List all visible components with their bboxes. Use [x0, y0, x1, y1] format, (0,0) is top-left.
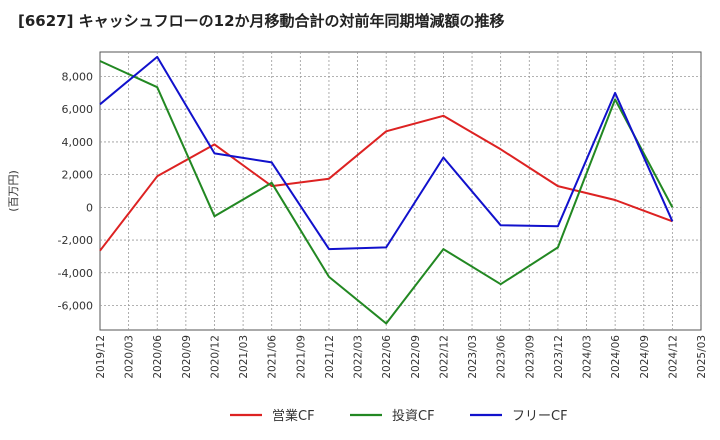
y-tick-label: -6,000: [58, 299, 93, 312]
x-tick-label: 2020/06: [152, 335, 164, 379]
series-line-投資CF: [99, 60, 674, 325]
y-tick-label: -4,000: [58, 267, 93, 280]
chart-title: [6627] キャッシュフローの12か月移動合計の対前年同期増減額の推移: [18, 12, 505, 30]
x-tick-label: 2023/09: [524, 335, 536, 379]
legend-label: 投資CF: [392, 408, 435, 424]
legend-label: フリーCF: [512, 409, 568, 424]
x-tick-label: 2024/09: [639, 335, 651, 379]
legend-label: 営業CF: [272, 408, 315, 424]
x-tick-label: 2021/03: [238, 335, 250, 379]
series-line-フリーCF: [99, 55, 674, 251]
x-tick-label: 2023/06: [496, 335, 508, 379]
x-tick-label: 2022/12: [438, 335, 450, 379]
y-tick-label: 4,000: [62, 136, 94, 149]
y-axis-label: (百万円): [7, 170, 20, 212]
x-tick-label: 2021/06: [267, 335, 279, 379]
x-tick-label: 2025/03: [696, 335, 708, 379]
x-tick-label: 2020/09: [181, 335, 193, 379]
x-tick-label: 2021/12: [324, 335, 336, 379]
y-tick-label: 8,000: [62, 71, 94, 84]
x-tick-label: 2023/12: [553, 335, 565, 379]
y-tick-label: -2,000: [58, 234, 93, 247]
grid-lines: [100, 52, 701, 330]
y-tick-label: 6,000: [62, 103, 94, 116]
x-tick-label: 2020/03: [124, 335, 136, 379]
y-axis-ticks: 8,000 6,000 4,000 2,000 0 -2,000 -4,000 -6,000: [58, 71, 93, 313]
x-tick-label: 2022/06: [381, 335, 393, 379]
legend: 営業CF 投資CF フリーCF: [230, 408, 568, 424]
x-tick-label: 2022/03: [353, 335, 365, 379]
x-tick-label: 2020/12: [209, 335, 221, 379]
plot-area: [99, 51, 702, 331]
y-tick-label: 0: [86, 201, 93, 214]
x-tick-label: 2024/03: [582, 335, 594, 379]
x-tick-label: 2019/12: [95, 335, 107, 379]
x-tick-label: 2021/09: [295, 335, 307, 379]
y-tick-label: 2,000: [62, 169, 94, 182]
x-tick-label: 2024/06: [610, 335, 622, 379]
x-tick-label: 2023/03: [467, 335, 479, 379]
series-lines: [99, 55, 674, 325]
x-tick-label: 2024/12: [667, 335, 679, 379]
x-axis-ticks: 2019/12 2020/03 2020/06 2020/09 2020/12 2021/…: [95, 335, 708, 379]
x-tick-label: 2022/09: [410, 335, 422, 379]
series-line-営業CF: [99, 114, 673, 252]
